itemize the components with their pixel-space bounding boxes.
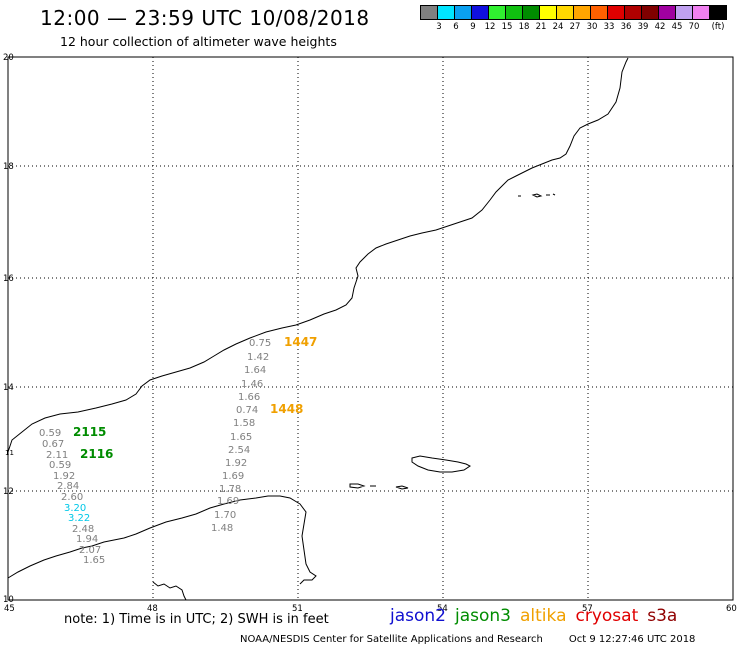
- track-altika-1448: 0.741.581.652.541.921.691.781.691.701.48: [211, 405, 258, 534]
- legend-tick-label: 12: [484, 22, 496, 32]
- wave-height-value: 1.42: [247, 352, 269, 363]
- satellite-cryosat: cryosat: [575, 606, 639, 626]
- wave-height-value: 1.92: [53, 471, 75, 482]
- wave-height-value: 0.74: [236, 405, 258, 416]
- legend-swatch: [709, 5, 727, 20]
- legend-tick-label: 24: [552, 22, 564, 32]
- satellite-jason2: jason2: [390, 606, 446, 626]
- islands-socotra-archipelago: [349, 483, 409, 490]
- pass-labels: 1447 1448 2115 2116: [73, 335, 317, 461]
- wave-height-value: 0.59: [49, 460, 71, 471]
- wave-height-value: 2.60: [61, 492, 83, 503]
- wave-height-value: 1.64: [244, 365, 266, 376]
- lat-label: 18: [3, 162, 14, 172]
- wave-height-value: 1.48: [211, 523, 233, 534]
- credit-text: NOAA/NESDIS Center for Satellite Applica…: [240, 634, 543, 645]
- wave-height-value: 1.92: [225, 458, 247, 469]
- wave-height-value: 1.69: [222, 471, 244, 482]
- wave-height-value: 3.20: [64, 503, 86, 514]
- wave-height-value: 1.94: [76, 534, 98, 545]
- legend-tick-label: 42: [654, 22, 666, 32]
- wave-height-value: 1.78: [219, 484, 241, 495]
- footer-note: note: 1) Time is in UTC; 2) SWH is in fe…: [64, 612, 329, 627]
- lat-label: 10: [3, 595, 14, 605]
- map-subtitle: 12 hour collection of altimeter wave hei…: [60, 34, 337, 49]
- lat-label: 20: [3, 53, 14, 63]
- legend-tick-label: 45: [671, 22, 683, 32]
- coastline-africa: [7, 495, 317, 585]
- pass-number-label: 1447: [284, 335, 317, 349]
- legend-tick-label: 15: [501, 22, 513, 32]
- wave-height-value: 0.67: [42, 439, 64, 450]
- pass-number-label: 2115: [73, 425, 106, 439]
- pass-number-label: 1448: [270, 402, 303, 416]
- wave-height-value: 1.65: [83, 555, 105, 566]
- satellite-altika: altika: [520, 606, 567, 626]
- lon-label: 45: [4, 604, 15, 614]
- island-socotra: [411, 455, 471, 473]
- lon-label: 48: [147, 604, 158, 614]
- wave-height-value: 0.59: [39, 428, 61, 439]
- wave-height-tracks: 0.75 1.42 1.64 1.46 1.66 0.74 1.58 1.65 2.54 1.92…: [39, 338, 271, 566]
- wave-height-value: 1.66: [238, 392, 260, 403]
- wave-height-value: 1.46: [241, 379, 263, 390]
- lon-label: 51: [292, 604, 303, 614]
- legend-tick-label: 6: [453, 22, 459, 32]
- wave-height-value: 2.84: [57, 481, 79, 492]
- lon-label: 60: [726, 604, 737, 614]
- coastline-arabia: [7, 57, 629, 453]
- map-frame: [7, 56, 734, 601]
- lat-label: 12: [3, 487, 14, 497]
- satellite-legend: jason2 jason3 altika cryosat s3a: [390, 606, 686, 626]
- legend-tick-label: 30: [586, 22, 598, 32]
- wave-height-value: 0.75: [249, 338, 271, 349]
- wave-height-value: 1.69: [217, 496, 239, 507]
- coastline-somalia-detail: [152, 581, 187, 601]
- legend-tick-label: 27: [569, 22, 581, 32]
- axis-labels: 20 18 16 14 12 10 11 45 48 51 54 57 60: [3, 53, 737, 614]
- lon-label: 57: [582, 604, 593, 614]
- wave-height-value: 3.22: [68, 513, 90, 524]
- legend-tick-label: 21: [535, 22, 547, 32]
- wave-height-value: 1.65: [230, 432, 252, 443]
- satellite-s3a: s3a: [647, 606, 678, 626]
- legend-tick-label: 33: [603, 22, 615, 32]
- legend-tick-label: 39: [637, 22, 649, 32]
- legend-unit: (ft): [711, 22, 725, 32]
- lat-tick-label: 11: [5, 449, 14, 457]
- islands-kuria-muria: [518, 193, 556, 198]
- generated-timestamp: Oct 9 12:27:46 UTC 2018: [568, 634, 696, 645]
- wave-height-value: 2.11: [46, 450, 68, 461]
- wave-height-value: 1.58: [233, 418, 255, 429]
- legend-tick-label: 3: [436, 22, 442, 32]
- lat-label: 14: [3, 383, 14, 393]
- track-altika-1447: 0.75 1.42 1.64 1.46 1.66: [238, 338, 271, 403]
- wave-height-value: 2.07: [79, 545, 101, 556]
- lon-label: 54: [437, 604, 448, 614]
- graticule: [8, 57, 733, 600]
- legend-tick-label: 70: [688, 22, 700, 32]
- pass-number-label: 2116: [80, 447, 113, 461]
- satellite-jason3: jason3: [455, 606, 511, 626]
- track-jason3-2115-2116: 0.590.672.110.591.922.842.603.203.222.48…: [39, 428, 105, 566]
- legend-tick-label: 9: [470, 22, 476, 32]
- credit-line: NOAA/NESDIS Center for Satellite Applica…: [240, 634, 695, 645]
- wave-height-value: 2.48: [72, 524, 94, 535]
- map-title: 12:00 — 23:59 UTC 10/08/2018: [40, 6, 370, 30]
- legend-tick-label: 18: [518, 22, 530, 32]
- color-scale-legend: [420, 5, 727, 20]
- legend-tick-label: 36: [620, 22, 632, 32]
- wave-height-value: 2.54: [228, 445, 250, 456]
- lat-label: 16: [3, 274, 14, 284]
- wave-height-value: 1.70: [214, 510, 236, 521]
